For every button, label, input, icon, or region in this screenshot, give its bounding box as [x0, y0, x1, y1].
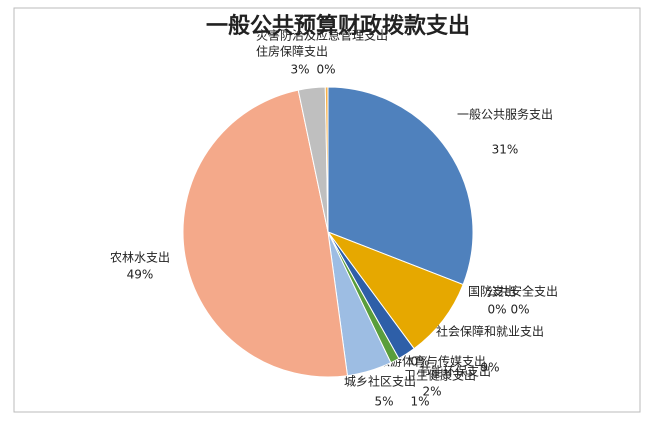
slice-value-label: 31%	[492, 143, 519, 157]
slice-label: 住房保障支出	[256, 44, 328, 59]
slice-value-label: 0%	[487, 303, 506, 317]
slice-value-label: 1%	[410, 395, 429, 409]
pie-slice	[327, 86, 474, 286]
slice-value-label: 0%	[510, 303, 529, 317]
slice-label: 社会保障和就业支出	[436, 324, 544, 339]
slice-value-label: 9%	[480, 361, 499, 375]
slice-label: 国防支出	[468, 284, 516, 299]
slice-value-label: 2%	[422, 385, 441, 399]
chart-title: 一般公共预算财政拨款支出	[206, 13, 470, 39]
pie-slice	[326, 230, 464, 350]
slice-label: 灾害防治及应急管理支出	[256, 28, 388, 43]
slice-label: 节能环保支出	[419, 365, 491, 379]
slice-value-label: 0%	[410, 355, 429, 369]
slice-label: 公共安全支出	[486, 284, 558, 299]
pie-slice	[182, 89, 349, 378]
slice-label: 城乡社区支出	[344, 374, 416, 389]
slice-value-label: 5%	[374, 395, 393, 409]
slice-label: 一般公共服务支出	[457, 107, 553, 122]
slice-value-label: 0%	[316, 63, 335, 77]
slice-value-label: 49%	[127, 268, 154, 282]
slice-label: 农林水支出	[110, 251, 170, 265]
slice-label: 卫生健康支出	[404, 368, 476, 383]
pie-slice	[324, 86, 329, 233]
slice-value-label: 3%	[290, 63, 309, 77]
